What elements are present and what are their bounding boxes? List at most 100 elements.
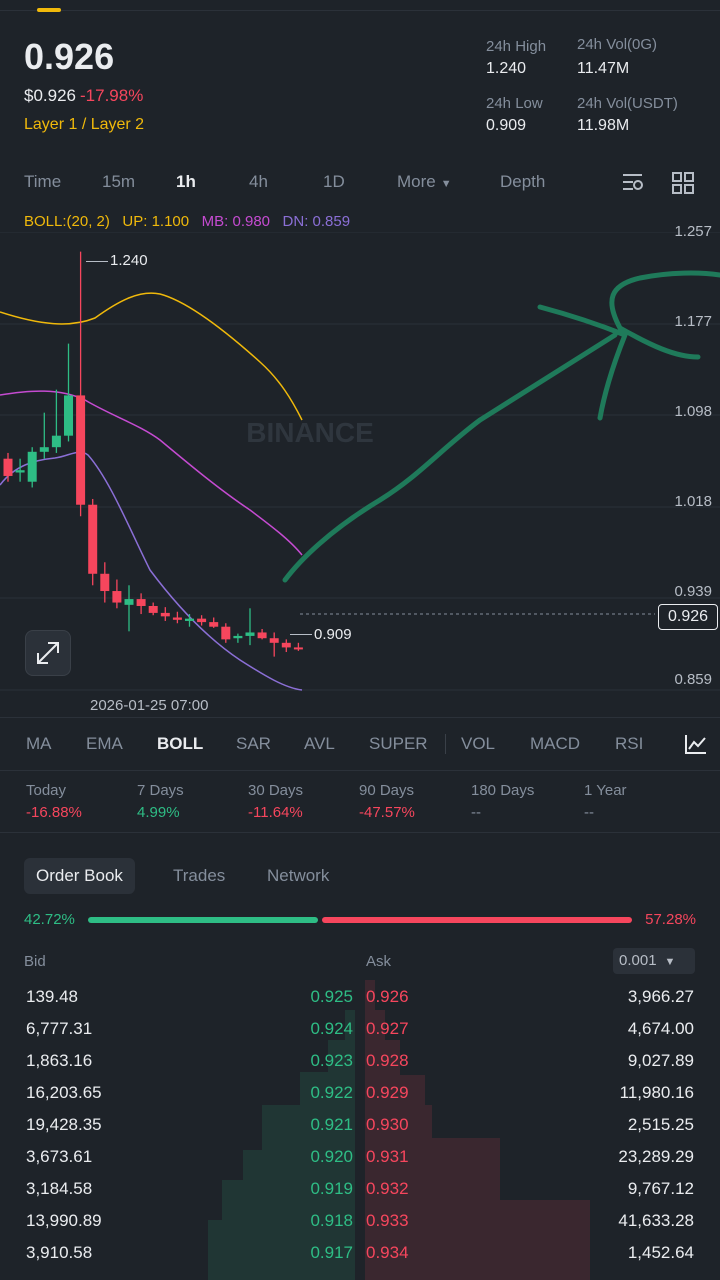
candle-body [221,626,231,640]
caret-down-icon: ▼ [440,178,452,190]
grid-layout-icon[interactable] [670,170,696,196]
candle-body [76,395,86,505]
indicator-vol[interactable]: VOL [461,734,496,753]
candle-body [100,573,110,592]
candle-body [39,447,49,452]
depth-shading [208,980,590,1280]
hand-drawn-arrow [282,270,720,583]
tab-order-book[interactable]: Order Book [24,858,135,894]
indicator-ema[interactable]: EMA [86,734,123,753]
bid-price: 0.918 [310,1211,353,1230]
table-row[interactable]: 1,863.16 0.923 0.928 9,027.89 [0,1045,720,1077]
bid-price: 0.919 [310,1179,353,1198]
timeframe-time[interactable]: Time [24,172,62,191]
perf-7d-label: 7 Days [137,782,184,799]
divider [0,770,720,771]
boll-up: UP: 1.100 [122,213,190,230]
ask-price: 0.934 [366,1243,409,1262]
ask-header: Ask [366,953,392,970]
indicator-super[interactable]: SUPER [369,734,428,753]
boll-lower-band [0,451,303,691]
ask-qty: 1,452.64 [627,1243,694,1262]
bid-header: Bid [24,953,46,970]
stat-low-value: 0.909 [486,117,527,134]
candle-body [3,458,13,476]
timeframe-1d[interactable]: 1D [323,172,345,191]
ask-qty: 4,674.00 [627,1019,694,1038]
usd-price: $0.926 [24,86,76,105]
top-divider [0,10,720,11]
perf-90d-label: 90 Days [359,782,415,799]
perf-today-label: Today [26,782,67,799]
indicator-rsi[interactable]: RSI [615,734,644,753]
indicator-avl[interactable]: AVL [304,734,335,753]
indicator-macd[interactable]: MACD [530,734,581,753]
timeframe-more[interactable]: More ▼ [397,172,452,192]
precision-value: 0.001 [619,952,657,969]
ask-price: 0.932 [366,1179,409,1198]
tab-network[interactable]: Network [267,866,330,885]
candle-body [209,622,219,627]
bid-price: 0.921 [310,1115,353,1134]
perf-today-value: -16.88% [26,804,82,821]
table-row[interactable]: 3,910.58 0.917 0.934 1,452.64 [0,1237,720,1269]
candle-body [27,451,37,482]
ask-qty: 23,289.29 [618,1147,694,1166]
timeframe-15m[interactable]: 15m [102,172,136,191]
indicator-sar[interactable]: SAR [236,734,271,753]
category-tag[interactable]: Layer 1 / Layer 2 [24,116,145,133]
chart-settings-icon[interactable] [620,170,646,196]
indicator-settings-icon[interactable] [684,732,708,756]
bid-ratio: 42.72% [24,911,75,928]
perf-7d-value: 4.99% [137,804,180,821]
stat-high-label: 24h High [486,38,547,55]
bid-qty: 3,673.61 [26,1147,93,1166]
bid-qty: 19,428.35 [26,1115,102,1134]
stat-high-value: 1.240 [486,60,527,77]
table-row[interactable]: 13,990.89 0.918 0.933 41,633.28 [0,1205,720,1237]
table-row[interactable]: 6,777.31 0.924 0.927 4,674.00 [0,1013,720,1045]
timeframe-4h[interactable]: 4h [249,172,268,191]
table-row[interactable]: 16,203.65 0.922 0.929 11,980.16 [0,1077,720,1109]
table-row[interactable]: 19,428.35 0.921 0.930 2,515.25 [0,1109,720,1141]
perf-1y-label: 1 Year [584,782,627,799]
current-price-tag: 0.926 [658,604,718,630]
y-axis-label-5: 0.939 [674,583,712,600]
candle-body [185,618,194,621]
perf-180d-label: 180 Days [471,782,535,799]
table-row[interactable]: 3,184.58 0.919 0.932 9,767.12 [0,1173,720,1205]
y-axis-label-2: 1.177 [674,313,712,330]
bid-qty: 16,203.65 [26,1083,102,1102]
ask-qty: 3,966.27 [627,987,694,1006]
timeframe-1h[interactable]: 1h [176,172,196,191]
stat-vol-base-value: 11.47M [577,60,630,77]
low-marker-line [290,634,312,635]
candlestick-chart[interactable]: BINANCE [0,232,720,718]
precision-select[interactable]: 0.001 ▼ [613,948,695,974]
fullscreen-button[interactable] [25,630,71,676]
perf-90d-value: -47.57% [359,804,415,821]
high-label: 1.240 [110,252,148,269]
indicator-boll[interactable]: BOLL [157,734,204,753]
candle-body [172,617,182,620]
table-row[interactable]: 139.48 0.925 0.926 3,966.27 [0,981,720,1013]
table-row[interactable]: 3,673.61 0.920 0.931 23,289.29 [0,1141,720,1173]
candle-body [160,612,170,617]
candle-body [197,618,207,623]
ask-price: 0.927 [366,1019,409,1038]
ask-price: 0.931 [366,1147,409,1166]
candle-body [51,435,61,448]
ask-qty: 9,027.89 [627,1051,694,1070]
perf-30d-value: -11.64% [248,804,303,821]
divider [0,832,720,833]
candle-body [88,504,98,574]
stat-vol-base-label: 24h Vol(0G) [577,36,658,53]
candle-body [112,591,122,603]
candle-body [233,635,243,639]
ask-qty: 41,633.28 [618,1211,694,1230]
boll-middle-band [0,390,303,556]
tab-trades[interactable]: Trades [173,866,226,885]
indicator-ma[interactable]: MA [26,734,52,753]
candle-body [269,638,279,643]
timeframe-depth[interactable]: Depth [500,172,546,191]
